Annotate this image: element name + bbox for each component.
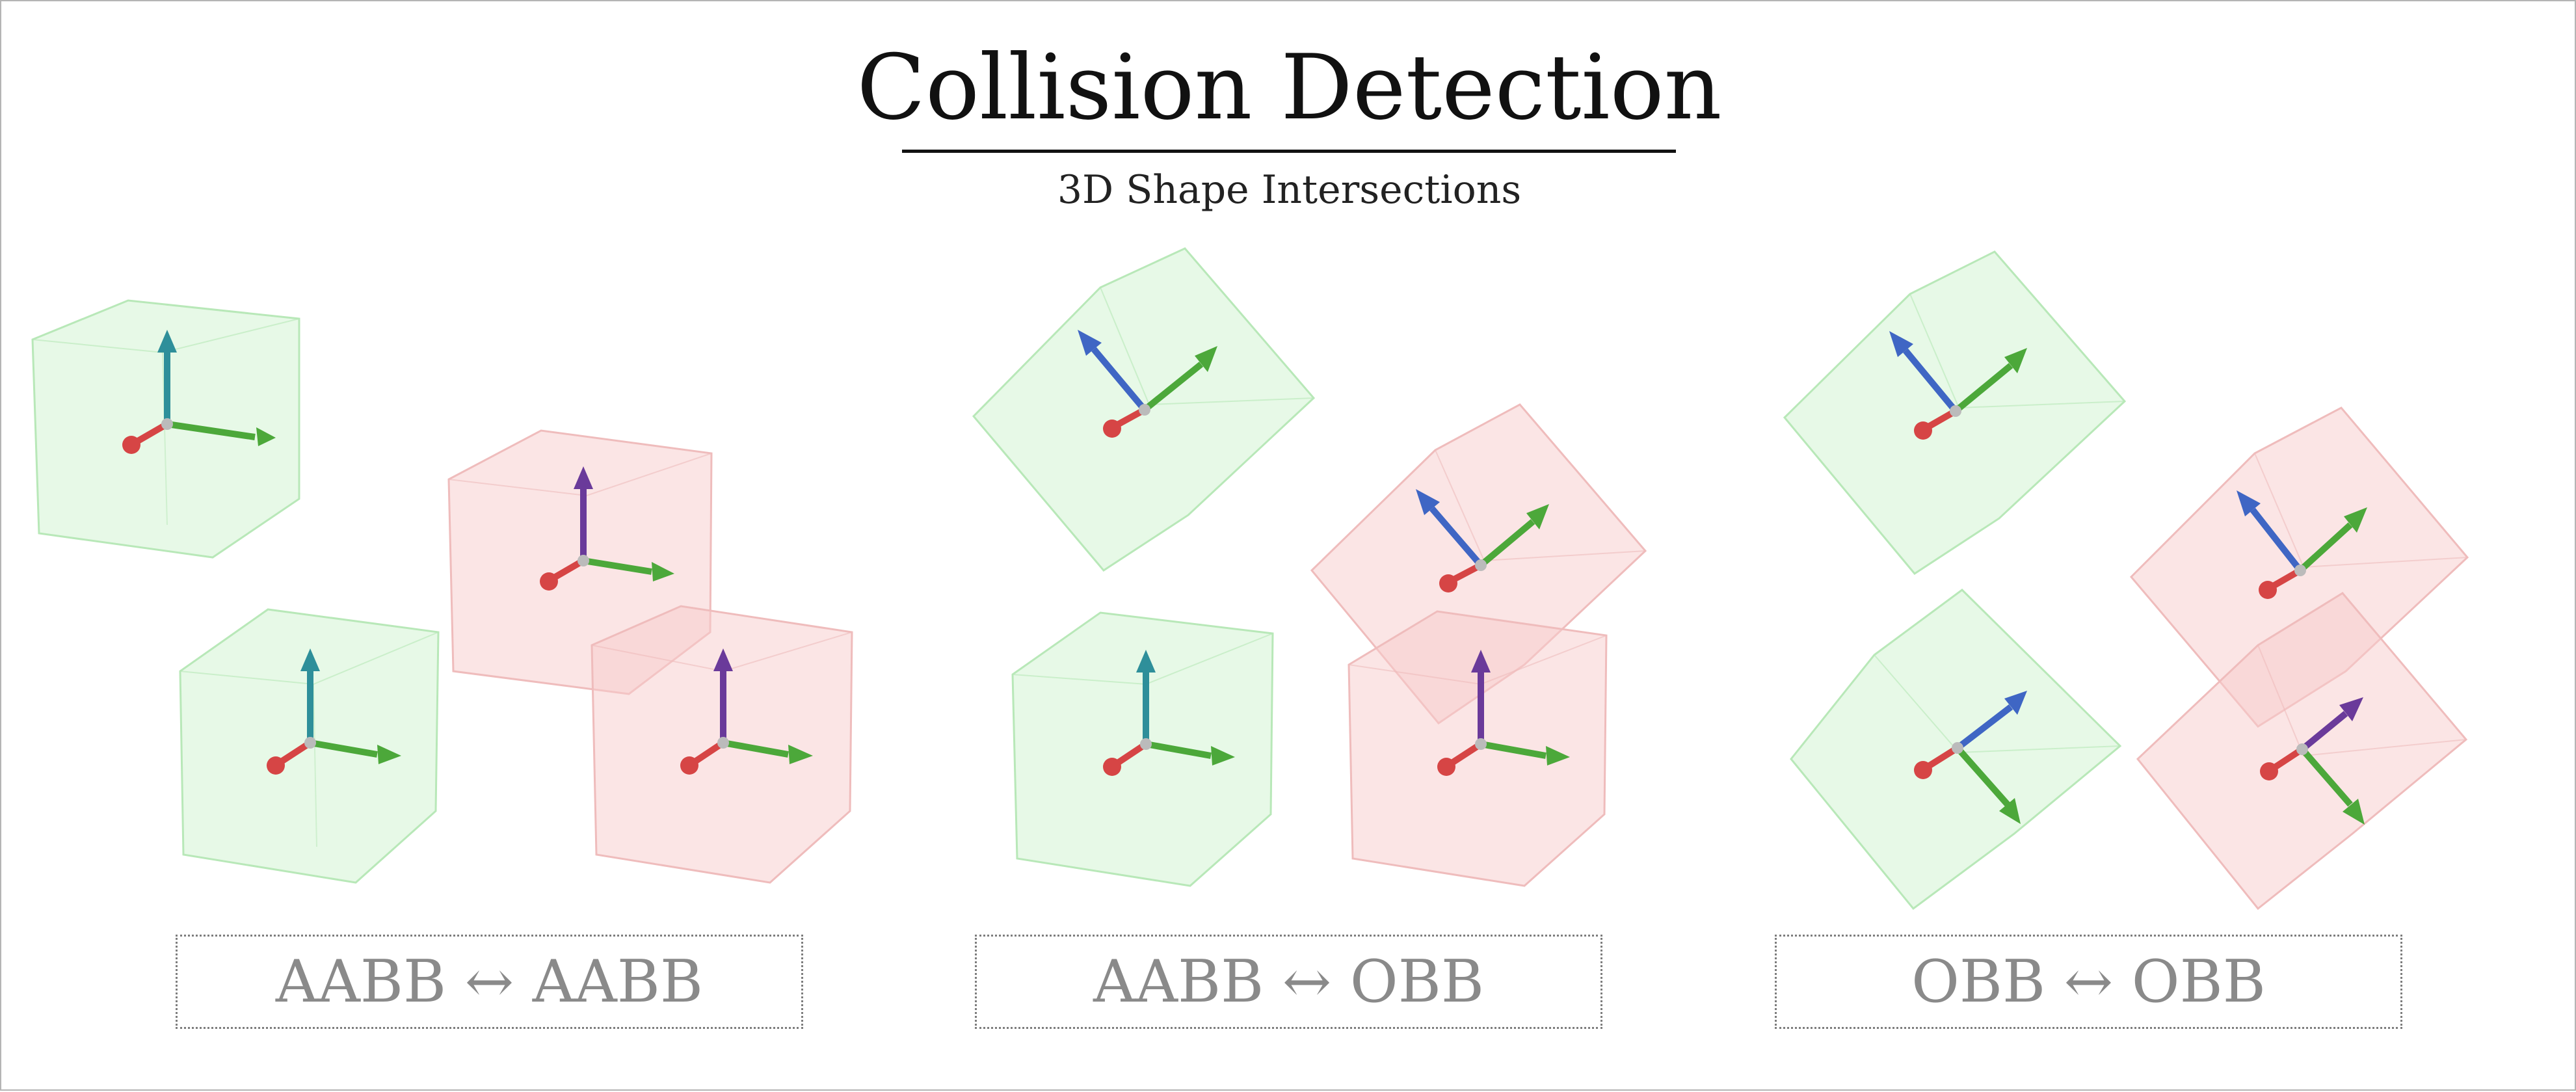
axis-gizmo xyxy=(2260,697,2365,825)
red-box-2 xyxy=(591,605,853,884)
green-obb-1 xyxy=(1783,250,2127,575)
panel-aabb-obb xyxy=(972,247,1647,887)
axis-gizmo xyxy=(1416,489,1549,593)
axis-gizmo xyxy=(1078,330,1217,438)
green-obb-2 xyxy=(1790,589,2122,911)
red-obb-1 xyxy=(2129,406,2469,728)
caption-aabb-aabb: AABB ↔ AABB xyxy=(176,935,803,1029)
caption-obb-obb: OBB ↔ OBB xyxy=(1775,935,2402,1029)
axis-gizmo xyxy=(1889,331,2027,440)
axis-gizmo xyxy=(1437,650,1570,776)
green-box-1 xyxy=(31,299,300,559)
caption-aabb-obb: AABB ↔ OBB xyxy=(975,935,1602,1029)
diagram-title: Collision Detection xyxy=(856,35,1722,140)
title-underline xyxy=(902,150,1676,153)
green-obb-1 xyxy=(972,247,1316,572)
axis-gizmo xyxy=(1103,650,1235,776)
axis-gizmo xyxy=(267,648,401,775)
green-aabb-2 xyxy=(1011,611,1274,887)
red-aabb-2 xyxy=(1348,610,1608,887)
panel-obb-obb xyxy=(1783,250,2469,911)
axis-gizmo xyxy=(540,466,674,591)
panel-aabb-aabb xyxy=(31,299,853,884)
axis-gizmo xyxy=(1914,691,2027,824)
axis-gizmo xyxy=(680,648,813,775)
axis-gizmo xyxy=(2237,490,2367,599)
green-box-2 xyxy=(179,608,440,884)
red-obb-2 xyxy=(2136,592,2468,911)
diagram-subtitle: 3D Shape Intersections xyxy=(1057,167,1522,213)
axis-gizmo xyxy=(122,330,276,454)
